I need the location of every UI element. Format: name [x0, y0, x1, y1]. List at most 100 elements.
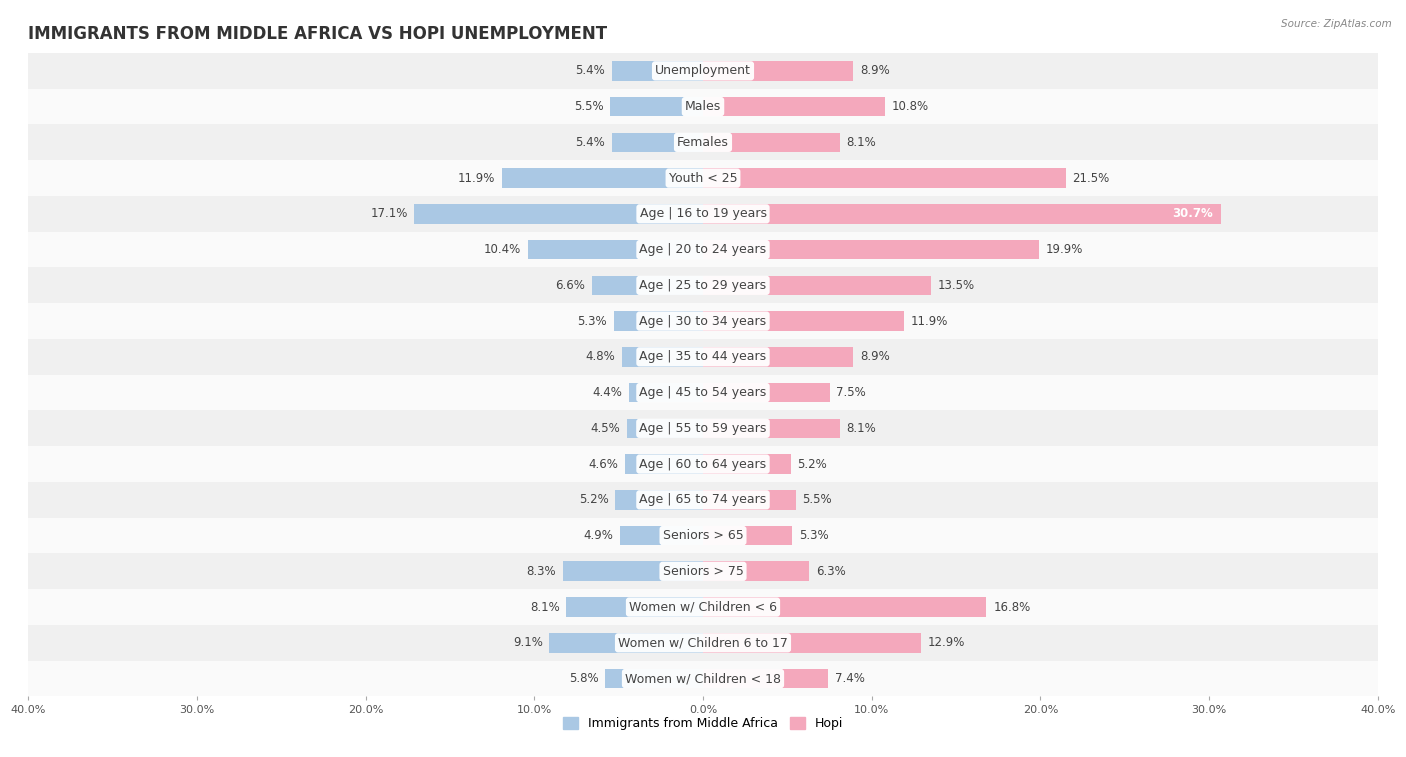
Legend: Immigrants from Middle Africa, Hopi: Immigrants from Middle Africa, Hopi [558, 712, 848, 735]
Bar [28, 89, 1378, 124]
Text: 4.5%: 4.5% [591, 422, 620, 435]
Text: Unemployment: Unemployment [655, 64, 751, 77]
Bar [703, 168, 1066, 188]
Text: 4.9%: 4.9% [583, 529, 613, 542]
Text: 8.9%: 8.9% [860, 64, 890, 77]
Bar [28, 267, 1378, 304]
Text: 5.4%: 5.4% [575, 64, 605, 77]
Bar [28, 53, 1378, 89]
Text: 10.4%: 10.4% [484, 243, 520, 256]
Text: 12.9%: 12.9% [928, 637, 965, 650]
Bar [28, 375, 1378, 410]
Bar [703, 668, 828, 688]
Text: 5.4%: 5.4% [575, 136, 605, 149]
Text: 9.1%: 9.1% [513, 637, 543, 650]
Text: 30.7%: 30.7% [1171, 207, 1212, 220]
Bar [703, 347, 853, 366]
Text: 4.8%: 4.8% [585, 350, 616, 363]
Bar [28, 196, 1378, 232]
Text: Age | 65 to 74 years: Age | 65 to 74 years [640, 494, 766, 506]
Bar [592, 276, 703, 295]
Bar [627, 419, 703, 438]
Bar [703, 204, 1220, 223]
Bar [703, 526, 793, 545]
Bar [550, 633, 703, 653]
Bar [612, 61, 703, 81]
Bar [628, 383, 703, 403]
Bar [616, 490, 703, 509]
Text: Age | 16 to 19 years: Age | 16 to 19 years [640, 207, 766, 220]
Bar [626, 454, 703, 474]
Bar [703, 311, 904, 331]
Bar [703, 633, 921, 653]
Text: Age | 55 to 59 years: Age | 55 to 59 years [640, 422, 766, 435]
Text: Seniors > 75: Seniors > 75 [662, 565, 744, 578]
Bar [527, 240, 703, 260]
Text: 5.8%: 5.8% [569, 672, 599, 685]
Text: 6.3%: 6.3% [815, 565, 846, 578]
Text: Males: Males [685, 100, 721, 113]
Bar [703, 97, 886, 117]
Text: Age | 30 to 34 years: Age | 30 to 34 years [640, 315, 766, 328]
Text: 16.8%: 16.8% [993, 600, 1031, 614]
Bar [28, 410, 1378, 446]
Text: 19.9%: 19.9% [1046, 243, 1083, 256]
Bar [28, 446, 1378, 482]
Bar [620, 526, 703, 545]
Bar [703, 419, 839, 438]
Bar [703, 597, 987, 617]
Text: Age | 35 to 44 years: Age | 35 to 44 years [640, 350, 766, 363]
Text: 7.5%: 7.5% [837, 386, 866, 399]
Text: Age | 60 to 64 years: Age | 60 to 64 years [640, 457, 766, 471]
Bar [28, 124, 1378, 160]
Text: 11.9%: 11.9% [458, 172, 495, 185]
Bar [28, 482, 1378, 518]
Text: 5.2%: 5.2% [579, 494, 609, 506]
Text: Females: Females [678, 136, 728, 149]
Bar [703, 240, 1039, 260]
Bar [605, 668, 703, 688]
Bar [28, 661, 1378, 696]
Bar [502, 168, 703, 188]
Text: Women w/ Children < 18: Women w/ Children < 18 [626, 672, 780, 685]
Bar [28, 589, 1378, 625]
Bar [415, 204, 703, 223]
Text: Age | 25 to 29 years: Age | 25 to 29 years [640, 279, 766, 292]
Bar [28, 339, 1378, 375]
Text: 5.5%: 5.5% [803, 494, 832, 506]
Text: 5.3%: 5.3% [578, 315, 607, 328]
Bar [703, 562, 810, 581]
Text: Age | 45 to 54 years: Age | 45 to 54 years [640, 386, 766, 399]
Bar [28, 160, 1378, 196]
Text: 8.1%: 8.1% [846, 136, 876, 149]
Bar [28, 625, 1378, 661]
Bar [621, 347, 703, 366]
Text: 8.9%: 8.9% [860, 350, 890, 363]
Text: 5.2%: 5.2% [797, 457, 827, 471]
Text: 6.6%: 6.6% [555, 279, 585, 292]
Bar [28, 518, 1378, 553]
Text: 8.3%: 8.3% [527, 565, 557, 578]
Text: 8.1%: 8.1% [530, 600, 560, 614]
Bar [28, 232, 1378, 267]
Text: IMMIGRANTS FROM MIDDLE AFRICA VS HOPI UNEMPLOYMENT: IMMIGRANTS FROM MIDDLE AFRICA VS HOPI UN… [28, 25, 607, 43]
Bar [567, 597, 703, 617]
Text: Seniors > 65: Seniors > 65 [662, 529, 744, 542]
Bar [613, 311, 703, 331]
Bar [562, 562, 703, 581]
Text: 5.3%: 5.3% [799, 529, 828, 542]
Text: 5.5%: 5.5% [574, 100, 603, 113]
Text: 11.9%: 11.9% [911, 315, 948, 328]
Text: Women w/ Children < 6: Women w/ Children < 6 [628, 600, 778, 614]
Text: 4.6%: 4.6% [589, 457, 619, 471]
Text: Source: ZipAtlas.com: Source: ZipAtlas.com [1281, 19, 1392, 29]
Text: 10.8%: 10.8% [891, 100, 929, 113]
Bar [703, 490, 796, 509]
Bar [28, 304, 1378, 339]
Bar [703, 61, 853, 81]
Bar [703, 276, 931, 295]
Bar [610, 97, 703, 117]
Bar [612, 132, 703, 152]
Text: 8.1%: 8.1% [846, 422, 876, 435]
Bar [28, 553, 1378, 589]
